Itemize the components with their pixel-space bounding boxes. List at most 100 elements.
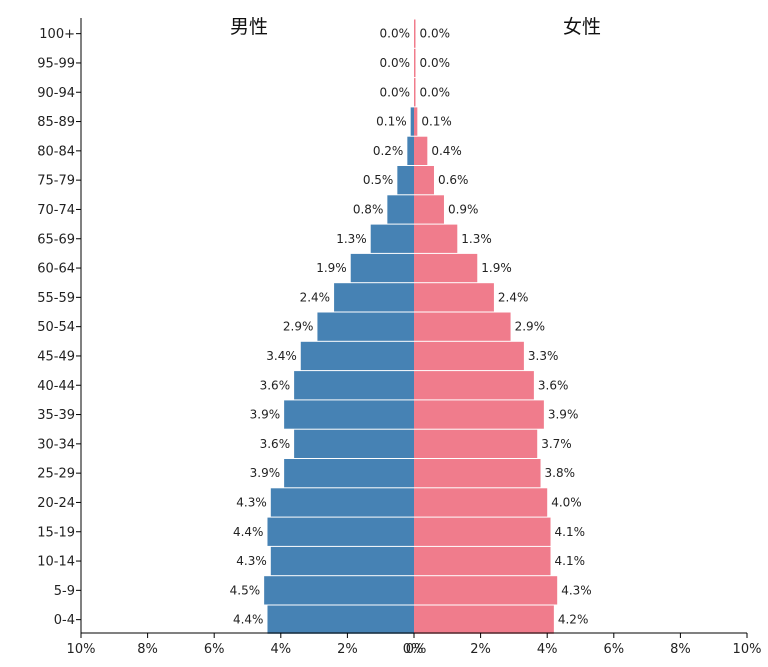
female-bar-25-29 [414,459,541,488]
y-tick-label: 65-69 [37,232,75,247]
female-bar-75-79 [414,166,434,195]
female-bar-80-84 [414,136,428,165]
y-tick-label: 5-9 [54,584,75,599]
male-value-label: 0.0% [380,56,411,70]
female-bar-30-34 [414,429,538,458]
x-tick-label: 2% [470,642,491,657]
y-tick-label: 40-44 [37,379,75,394]
male-bar-55-59 [334,283,414,312]
female-value-label: 2.4% [498,290,529,304]
y-tick-label: 100+ [39,27,75,42]
y-tick-label: 25-29 [37,467,75,482]
male-bar-10-14 [270,546,414,576]
y-tick-label: 45-49 [37,349,75,364]
male-bar-80-84 [407,136,414,165]
male-value-label: 2.9% [283,320,314,334]
y-tick-label: 30-34 [37,437,75,452]
female-bar-40-44 [414,371,534,400]
female-value-label: 0.0% [420,85,451,99]
female-bar-0-4 [414,605,554,634]
x-tick-label: 8% [137,642,158,657]
female-value-label: 0.0% [420,27,451,41]
male-bar-20-24 [270,488,414,517]
female-bar-55-59 [414,283,494,312]
male-value-label: 3.4% [266,349,297,363]
female-value-label: 4.2% [558,613,589,627]
female-bar-5-9 [414,576,558,605]
x-tick-label: 6% [204,642,225,657]
male-series-title: 男性 [230,16,268,38]
male-value-label: 4.4% [233,525,264,539]
female-value-label: 3.9% [548,408,579,422]
female-value-label: 3.3% [528,349,559,363]
female-value-label: 3.7% [541,437,572,451]
y-tick-label: 20-24 [37,496,75,511]
male-value-label: 0.2% [373,144,404,158]
female-value-label: 0.0% [420,56,451,70]
female-value-label: 0.4% [431,144,462,158]
male-bar-85-89 [410,107,414,136]
x-tick-label: 4% [537,642,558,657]
male-value-label: 3.9% [250,408,281,422]
female-value-label: 0.9% [448,202,479,216]
y-tick-label: 70-74 [37,203,75,218]
male-bar-25-29 [284,459,414,488]
male-bar-45-49 [300,341,414,371]
male-bars [264,107,414,634]
female-bar-35-39 [414,400,544,429]
male-bar-5-9 [264,576,414,605]
male-value-label: 4.3% [236,554,267,568]
male-value-label: 1.9% [316,261,347,275]
male-bar-70-74 [387,195,414,224]
female-value-label: 4.1% [555,525,586,539]
female-value-label: 4.3% [561,583,592,597]
y-tick-label: 15-19 [37,525,75,540]
male-value-label: 4.3% [236,495,267,509]
female-bars [414,19,558,634]
x-tick-label: 2% [337,642,358,657]
y-axis-tick-labels: 0-4 5-9 10-14 15-19 20-24 25-29 30-34 35-39 40-4… [37,27,81,628]
female-value-label: 3.6% [538,378,569,392]
male-value-label: 0.5% [363,173,394,187]
female-bar-50-54 [414,312,511,341]
male-bar-50-54 [317,312,414,341]
female-bar-60-64 [414,253,478,283]
x-tick-label: 8% [670,642,691,657]
male-bar-75-79 [397,166,414,195]
male-value-label: 1.3% [336,232,367,246]
female-bar-45-49 [414,341,524,371]
x-axis-tick-labels: 10% 8% 6% 4% 2% 0%0% 2% 4% 6% 8% 10% [67,633,762,657]
female-bar-90-94 [414,78,416,107]
female-bar-85-89 [414,107,418,136]
y-tick-label: 0-4 [54,613,75,628]
female-series-title: 女性 [563,16,601,38]
male-value-label: 3.6% [260,378,291,392]
x-tick-label: 0% [403,642,424,657]
x-tick-label: 4% [270,642,291,657]
male-bar-0-4 [267,605,414,634]
y-tick-label: 80-84 [37,144,75,159]
y-tick-label: 90-94 [37,86,75,101]
y-tick-label: 35-39 [37,408,75,423]
male-value-label: 0.1% [376,115,407,129]
female-value-label: 1.3% [461,232,492,246]
data-labels: 4.4% 4.2% 4.5% 4.3% 4.3% 4.1% 4.4% 4.1% 4.3% 4.0%… [230,27,592,627]
male-bar-15-19 [267,517,414,546]
female-value-label: 4.1% [555,554,586,568]
y-tick-label: 50-54 [37,320,75,335]
male-bar-35-39 [284,400,414,429]
male-value-label: 3.6% [260,437,291,451]
male-value-label: 0.0% [380,27,411,41]
male-bar-65-69 [370,224,414,253]
female-value-label: 2.9% [515,320,546,334]
y-tick-label: 60-64 [37,262,75,277]
female-bar-95-99 [414,48,416,78]
x-tick-label: 10% [733,642,762,657]
male-value-label: 4.5% [230,583,261,597]
y-tick-label: 55-59 [37,291,75,306]
female-value-label: 4.0% [551,495,582,509]
y-tick-label: 75-79 [37,174,75,189]
female-bar-10-14 [414,546,551,576]
y-tick-label: 95-99 [37,56,75,71]
